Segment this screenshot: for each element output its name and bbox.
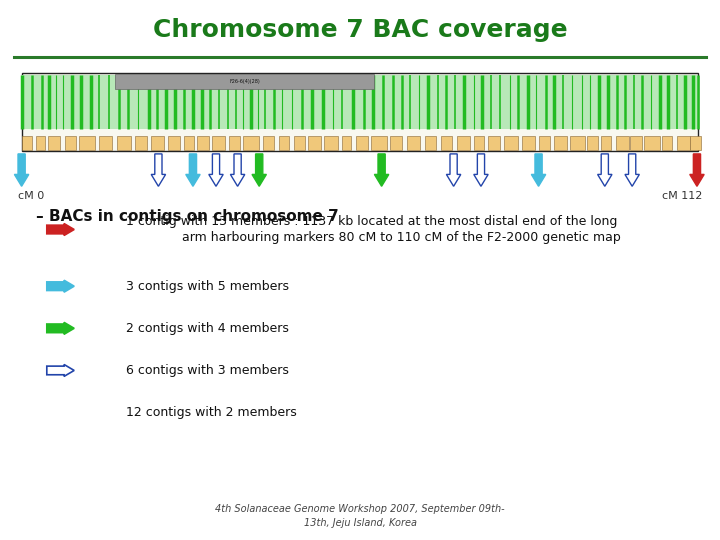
Bar [690,136,701,150]
Bar [441,136,452,150]
Bar [677,136,690,150]
Bar [630,136,642,150]
FancyArrow shape [47,364,74,376]
FancyArrow shape [374,154,389,186]
Bar [115,74,374,89]
Bar [99,136,112,150]
FancyArrow shape [151,154,166,186]
Bar [229,136,240,150]
Text: F26-6(4)(28): F26-6(4)(28) [230,79,260,84]
Bar [263,136,274,150]
Bar [308,136,321,150]
FancyArrow shape [47,322,74,334]
Bar [48,136,60,150]
FancyArrow shape [625,154,639,186]
Bar [390,136,402,150]
Text: 1 contig with 13 members : 1137 kb located at the most distal end of the long
  : 1 contig with 13 members : 1137 kb locat… [126,214,621,245]
Bar [644,136,660,150]
FancyArrow shape [47,224,74,235]
Bar [342,136,351,150]
Bar [425,136,436,150]
Bar [539,136,550,150]
Bar [587,136,598,150]
Bar [36,136,45,150]
FancyArrow shape [446,154,461,186]
FancyArrow shape [230,154,245,186]
FancyArrow shape [14,154,29,186]
Bar [504,136,518,150]
Bar [168,136,180,150]
Bar [22,75,698,129]
Text: – BACs in contigs on chromosome 7: – BACs in contigs on chromosome 7 [36,208,338,224]
Text: 2 contigs with 4 members: 2 contigs with 4 members [126,322,289,335]
Text: 3 contigs with 5 members: 3 contigs with 5 members [126,280,289,293]
Bar [356,136,368,150]
Bar [407,136,420,150]
Bar [457,136,470,150]
FancyArrow shape [474,154,488,186]
FancyArrow shape [252,154,266,186]
FancyArrow shape [186,154,200,186]
Bar [22,73,698,151]
Bar [488,136,500,150]
Bar [324,136,338,150]
FancyArrow shape [598,154,612,186]
Text: cM 112: cM 112 [662,191,702,201]
Bar [616,136,629,150]
Bar [79,136,95,150]
Text: Chromosome 7 BAC coverage: Chromosome 7 BAC coverage [153,18,567,42]
Bar [151,136,164,150]
Text: cM 0: cM 0 [18,191,44,201]
Bar [243,136,259,150]
Bar [294,136,305,150]
Bar [117,136,131,150]
Text: 6 contigs with 3 members: 6 contigs with 3 members [126,364,289,377]
Bar [65,136,76,150]
Bar [601,136,611,150]
Bar [554,136,567,150]
Bar [371,136,387,150]
Bar [184,136,194,150]
Bar [279,136,289,150]
Bar [474,136,484,150]
Bar [212,136,225,150]
FancyArrow shape [531,154,546,186]
Text: 4th Solanaceae Genome Workshop 2007, September 09th-
13th, Jeju Island, Korea: 4th Solanaceae Genome Workshop 2007, Sep… [215,504,505,528]
Bar [570,136,585,150]
Bar [662,136,672,150]
FancyArrow shape [47,280,74,292]
FancyArrow shape [209,154,223,186]
FancyArrow shape [690,154,704,186]
Bar [522,136,535,150]
Bar [22,136,32,150]
Bar [135,136,147,150]
Text: 12 contigs with 2 members: 12 contigs with 2 members [126,406,297,419]
Bar [197,136,209,150]
